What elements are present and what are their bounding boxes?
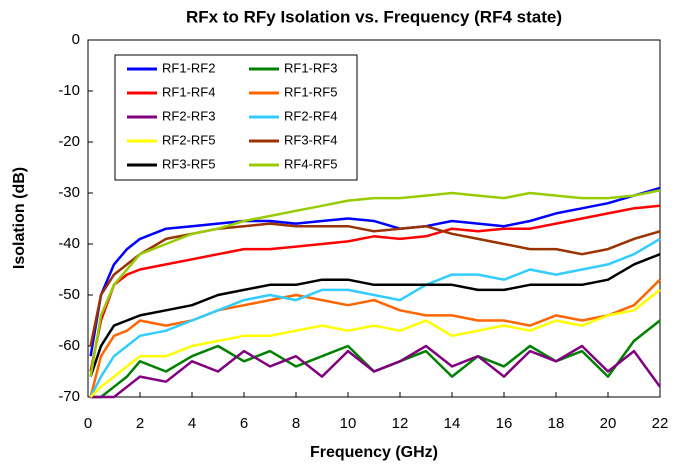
legend-label: RF1-RF2: [162, 60, 215, 75]
y-tick-label: -60: [58, 337, 80, 354]
legend-label: RF2-RF5: [162, 132, 215, 147]
y-tick-label: -20: [58, 133, 80, 150]
legend-label: RF1-RF5: [284, 84, 337, 99]
x-tick-label: 0: [84, 415, 92, 432]
data-line: [89, 253, 661, 378]
y-tick-label: -30: [58, 184, 80, 201]
legend-label: RF3-RF5: [162, 156, 215, 171]
data-line: [89, 189, 661, 377]
data-line: [89, 204, 661, 372]
legend-label: RF2-RF3: [162, 108, 215, 123]
y-tick-label: -50: [58, 286, 80, 303]
legend-label: RF3-RF4: [284, 132, 337, 147]
x-tick-label: 8: [292, 415, 300, 432]
y-tick-label: -40: [58, 235, 80, 252]
x-tick-label: 6: [240, 415, 248, 432]
data-line: [89, 186, 661, 357]
x-tick-label: 22: [652, 415, 669, 432]
chart-title: RFx to RFy Isolation vs. Frequency (RF4 …: [186, 7, 562, 26]
legend-label: RF1-RF4: [162, 84, 215, 99]
x-tick-label: 4: [188, 415, 196, 432]
x-tick-label: 18: [548, 415, 565, 432]
y-tick-label: -10: [58, 82, 80, 99]
data-line: [90, 319, 661, 399]
y-tick-label: -70: [58, 388, 80, 405]
x-axis-label: Frequency (GHz): [310, 444, 438, 461]
plot-frame: [87, 39, 661, 398]
y-axis-label: Isolation (dB): [11, 167, 28, 269]
y-tick-label: 0: [72, 31, 80, 48]
data-line: [89, 278, 661, 398]
data-line: [89, 237, 661, 398]
data-line: [90, 344, 662, 399]
x-tick-label: 20: [600, 415, 617, 432]
x-tick-label: 14: [444, 415, 461, 432]
x-tick-label: 12: [392, 415, 409, 432]
legend-label: RF2-RF4: [284, 108, 337, 123]
legend-label: RF4-RF5: [284, 156, 337, 171]
x-tick-label: 16: [496, 415, 513, 432]
data-line: [89, 288, 661, 398]
x-tick-label: 2: [136, 415, 144, 432]
legend-label: RF1-RF3: [284, 60, 337, 75]
x-tick-label: 10: [340, 415, 357, 432]
